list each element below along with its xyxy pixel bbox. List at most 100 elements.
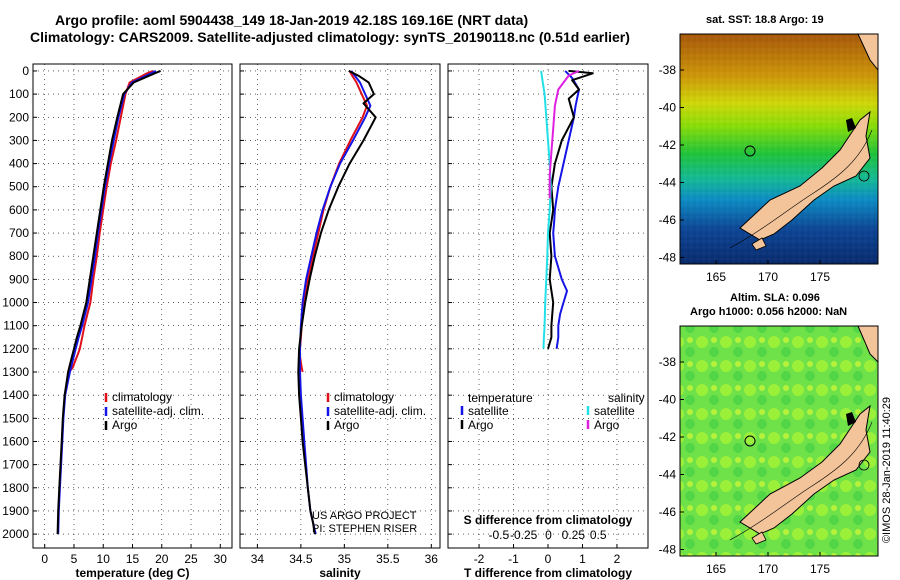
series-line-climatology (68, 69, 154, 373)
legend-label: Argo (334, 418, 360, 432)
map-lat-label: -38 (659, 355, 677, 369)
map-lon-label: 170 (758, 562, 778, 576)
sst-map (679, 33, 879, 265)
legend-label: climatology (334, 390, 394, 404)
s-tick-label: 0.5 (590, 528, 607, 542)
map-lat-label: -44 (659, 176, 677, 190)
legend-label: satellite (594, 404, 635, 418)
sla-map-argo-location (744, 435, 756, 447)
legend-label: satellite-adj. clim. (112, 404, 204, 418)
depth-tick-label: 1200 (2, 342, 29, 356)
map-lon-label: 175 (810, 270, 830, 284)
depth-tick-label: 500 (9, 180, 29, 194)
x-tick-label: 2 (614, 552, 621, 566)
legend-label: Argo (594, 418, 620, 432)
x-tick-label: 36 (425, 552, 439, 566)
x-axis-label: T difference from climatology (464, 566, 632, 580)
map-lat-label: -44 (659, 468, 677, 482)
depth-tick-label: 1700 (2, 458, 29, 472)
x-tick-label: 35.5 (376, 552, 400, 566)
map-lat-label: -46 (659, 505, 677, 519)
series-line-argo (297, 70, 377, 535)
depth-tick-label: 1800 (2, 481, 29, 495)
legend-label: climatology (112, 390, 172, 404)
depth-tick-label: 100 (9, 87, 29, 101)
depth-tick-label: 700 (9, 226, 29, 240)
x-axis-label: salinity (319, 566, 361, 580)
sla-map-land-stewart-island (751, 531, 767, 545)
pi-credit: PI: STEPHEN RISER (312, 523, 417, 535)
map-lon-label: 165 (706, 562, 726, 576)
sla-map (679, 325, 879, 557)
legend-label: satellite (468, 404, 509, 418)
panel-frame-1 (239, 63, 441, 549)
depth-tick-label: 800 (9, 249, 29, 263)
s-tick-label: -0.25 (510, 528, 538, 542)
s-axis-label: S difference from climatology (464, 513, 633, 527)
temperature-panel: 0100200300400500600700800900100011001200… (2, 63, 233, 580)
depth-tick-label: 900 (9, 272, 29, 286)
x-tick-label: 25 (184, 552, 198, 566)
series-line-climatology (299, 70, 368, 373)
sst-map-argo-location (744, 145, 756, 157)
panel-frame-0 (32, 63, 233, 549)
x-tick-label: -1 (508, 552, 519, 566)
x-tick-label: 34.5 (289, 552, 313, 566)
sla-map-land-cook-strait (846, 412, 856, 426)
map-lon-label: 170 (758, 270, 778, 284)
map-lon-label: 175 (810, 562, 830, 576)
depth-tick-label: 1300 (2, 365, 29, 379)
x-tick-label: 35 (338, 552, 352, 566)
map-lat-label: -40 (659, 393, 677, 407)
depth-tick-label: 1500 (2, 411, 29, 425)
sst-map-land-stewart-island (751, 237, 767, 251)
x-tick-label: 34 (251, 552, 265, 566)
sst-map-land-south-island (739, 110, 871, 241)
x-tick-label: -2 (474, 552, 485, 566)
depth-tick-label: 1100 (3, 319, 29, 333)
sla-map-contour (729, 421, 873, 541)
project-credit: US ARGO PROJECT (312, 510, 417, 522)
depth-tick-label: 400 (9, 157, 29, 171)
x-tick-label: 1 (579, 552, 586, 566)
depth-tick-label: 1900 (2, 504, 29, 518)
depth-tick-label: 2000 (2, 527, 29, 541)
legend-label: Argo (112, 418, 138, 432)
depth-tick-label: 300 (9, 133, 29, 147)
depth-tick-label: 1600 (2, 434, 29, 448)
map-lon-label: 165 (706, 270, 726, 284)
figure-title-line2: Climatology: CARS2009. Satellite-adjuste… (30, 29, 630, 45)
s-tick-label: -0.5 (488, 528, 509, 542)
depth-tick-label: 0 (22, 64, 29, 78)
s-tick-label: 0.25 (562, 528, 586, 542)
series-line-satellite-adj-clim- (57, 70, 157, 535)
difference-panel: -2 -1 0 1 2T difference from climatology temp… (447, 63, 649, 580)
x-tick-label: 0 (41, 552, 48, 566)
map-lat-label: -48 (659, 543, 677, 557)
sla-map-chatham-marker (858, 459, 870, 471)
sst-map-title: sat. SST: 18.8 Argo: 19 (706, 14, 824, 26)
sst-map-contour (729, 129, 873, 249)
map-lat-label: -42 (659, 138, 677, 152)
map-lat-label: -40 (659, 101, 677, 115)
map-lat-label: -48 (659, 251, 677, 265)
legend-label: satellite-adj. clim. (334, 404, 426, 418)
series-line-s-argo (548, 69, 580, 199)
series-line-t-satellite (552, 70, 580, 349)
legend-label: Argo (468, 418, 494, 432)
series-line-argo (56, 69, 161, 535)
x-tick-label: 0 (545, 552, 552, 566)
x-tick-label: 30 (214, 552, 228, 566)
depth-tick-label: 1400 (2, 388, 29, 402)
series-line-s-satellite (540, 70, 552, 349)
sla-map-land-south-island (739, 404, 871, 535)
depth-tick-label: 1000 (2, 296, 29, 310)
x-tick-label: 15 (126, 552, 140, 566)
depth-tick-label: 200 (9, 110, 29, 124)
legend-temperature-title: temperature (468, 391, 533, 405)
sla-map-title-line2: Argo h1000: 0.056 h2000: NaN (690, 306, 848, 318)
x-tick-label: 5 (71, 552, 78, 566)
depth-tick-label: 600 (9, 203, 29, 217)
sla-map-title-line1: Altim. SLA: 0.096 (730, 292, 820, 304)
